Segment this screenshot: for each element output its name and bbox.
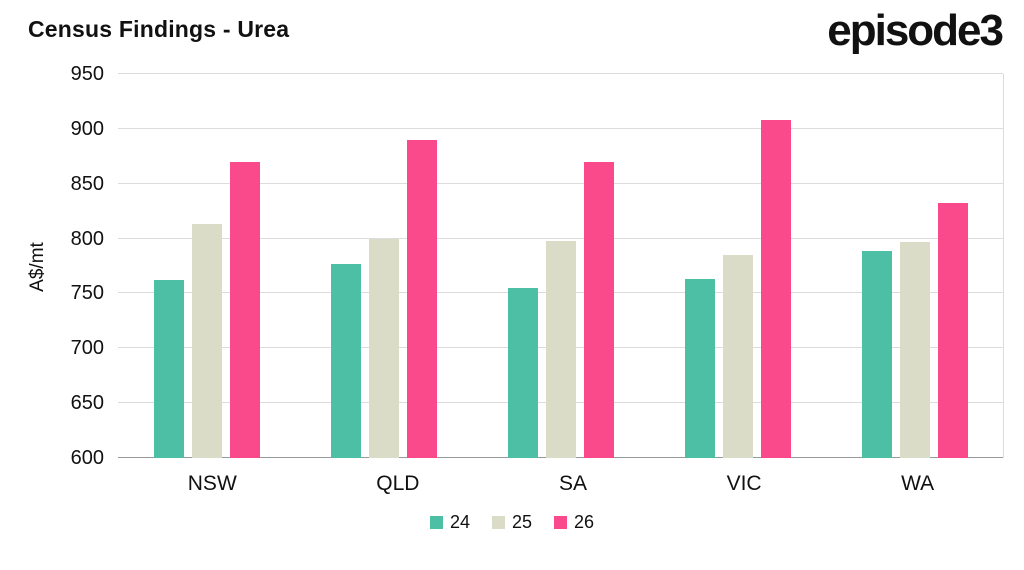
episode3-logo: episode3 bbox=[827, 6, 1004, 55]
legend: 24 25 26 bbox=[0, 512, 1024, 533]
plot-area bbox=[118, 73, 1004, 458]
bar-series-25-vic bbox=[722, 255, 753, 458]
bar-series-24-qld bbox=[330, 263, 361, 458]
bar-group-qld bbox=[330, 74, 437, 458]
bar-series-24-vic bbox=[684, 279, 715, 458]
gridline bbox=[118, 237, 1003, 239]
bar-group-vic bbox=[684, 74, 791, 458]
y-tick-label: 600 bbox=[70, 447, 104, 469]
bar-group-wa bbox=[861, 74, 968, 458]
legend-label-24: 24 bbox=[449, 512, 470, 532]
page-title: Census Findings - Urea bbox=[28, 16, 290, 42]
y-tick-label: 800 bbox=[70, 227, 104, 250]
bar-series-26-wa bbox=[937, 203, 968, 458]
legend-label-25: 25 bbox=[511, 512, 533, 532]
x-axis-labels: NSW QLD SA VIC WA bbox=[118, 472, 1004, 496]
bar-series-26-nsw bbox=[229, 161, 260, 458]
gridline bbox=[118, 127, 1003, 129]
x-tick-label-nsw: NSW bbox=[187, 472, 237, 495]
bar-group-nsw bbox=[153, 74, 260, 458]
legend-item-26: 26 bbox=[554, 512, 594, 533]
bar-series-25-qld bbox=[368, 238, 399, 458]
bar-group-sa bbox=[507, 74, 614, 458]
bar-series-26-vic bbox=[760, 120, 791, 458]
y-tick-label: 750 bbox=[70, 282, 104, 305]
y-tick-label: 850 bbox=[70, 172, 104, 195]
y-tick-label: 900 bbox=[70, 117, 104, 140]
x-tick-label-wa: WA bbox=[901, 472, 935, 495]
x-tick-label-vic: VIC bbox=[726, 472, 762, 495]
bar-series-24-nsw bbox=[153, 280, 184, 458]
legend-swatch-25 bbox=[491, 516, 505, 529]
bar-series-26-sa bbox=[583, 161, 614, 458]
y-axis-labels: 600 650 700 750 800 850 900 950 bbox=[0, 64, 104, 468]
legend-swatch-26 bbox=[554, 516, 568, 529]
gridline bbox=[118, 182, 1003, 184]
y-tick-label: 950 bbox=[70, 63, 104, 85]
bar-series-24-sa bbox=[507, 287, 538, 458]
bar-series-26-qld bbox=[406, 139, 437, 458]
legend-label-26: 26 bbox=[574, 512, 595, 532]
x-tick-label-sa: SA bbox=[559, 472, 588, 495]
bar-series-25-nsw bbox=[191, 224, 222, 458]
y-tick-label: 700 bbox=[70, 337, 104, 360]
legend-item-24: 24 bbox=[429, 512, 470, 533]
bar-groups bbox=[118, 74, 1003, 458]
bar-series-25-wa bbox=[899, 241, 930, 458]
bar-series-24-wa bbox=[861, 250, 892, 458]
legend-swatch-24 bbox=[429, 516, 443, 529]
gridline bbox=[118, 73, 1003, 74]
y-tick-label: 650 bbox=[70, 392, 104, 415]
bar-series-25-sa bbox=[545, 240, 576, 458]
x-tick-label-qld: QLD bbox=[376, 472, 420, 495]
legend-item-25: 25 bbox=[491, 512, 533, 533]
